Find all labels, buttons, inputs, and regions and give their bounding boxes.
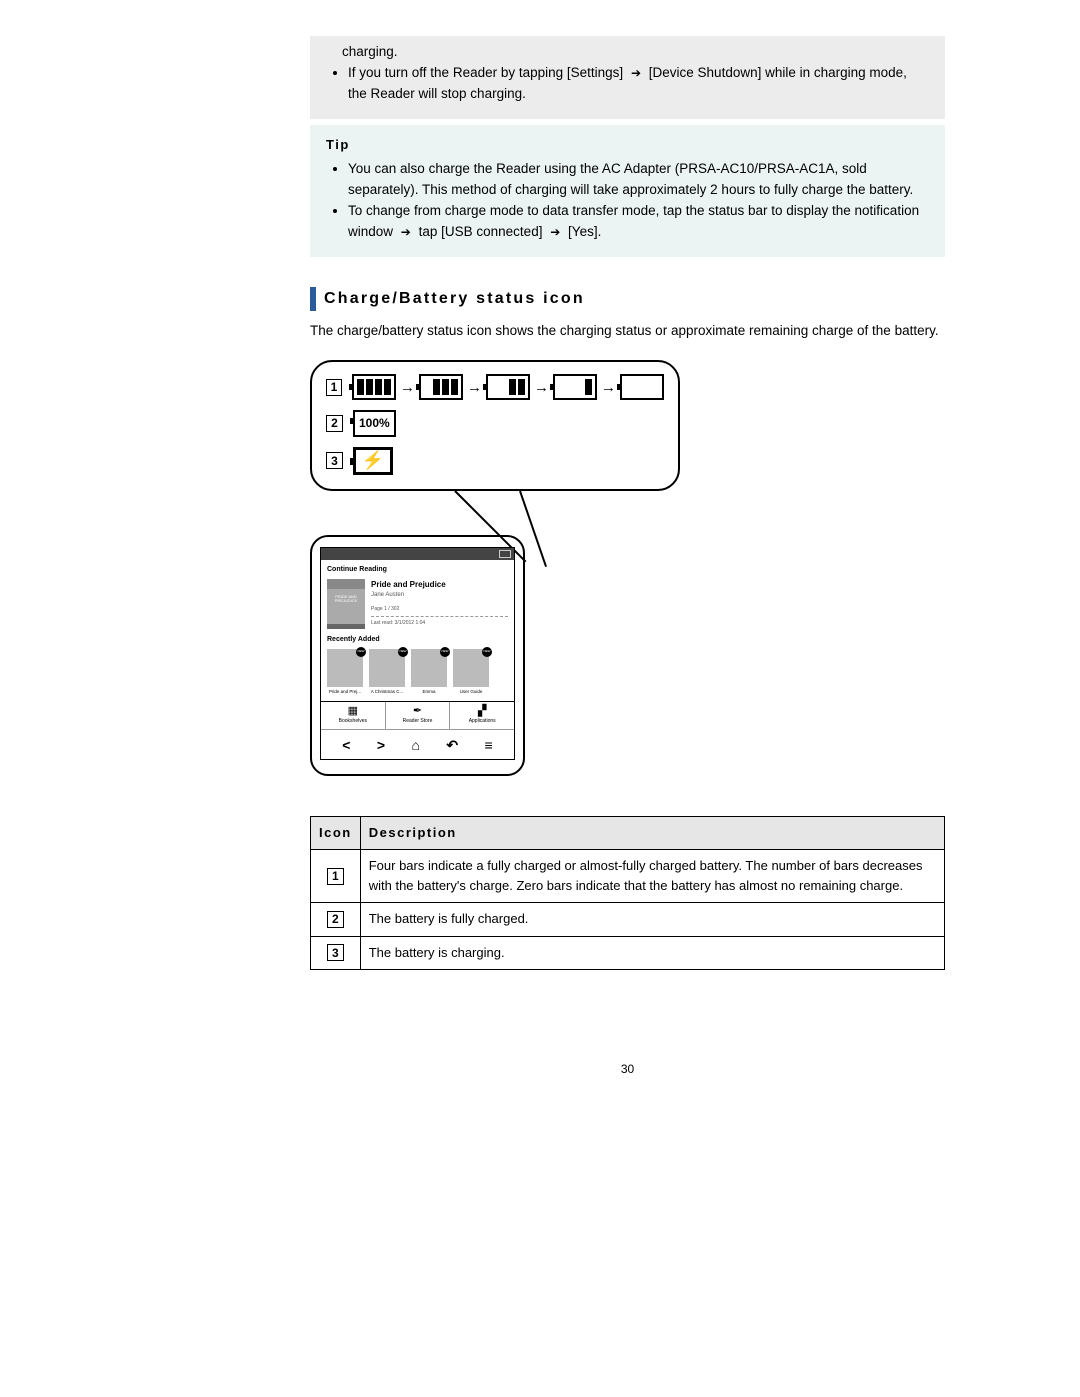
arrow-right-icon: ➔ (627, 66, 645, 80)
tip-title: Tip (326, 135, 929, 155)
battery-100-icon: 100% (353, 410, 396, 437)
recent-thumb: NEWA Christmas C... (369, 649, 405, 696)
device-status-bar (321, 548, 514, 560)
callout-number-3: 3 (326, 452, 343, 469)
table-row: 1 Four bars indicate a fully charged or … (311, 850, 945, 903)
arrow-right-icon: → (467, 376, 482, 399)
callout-number-2: 2 (326, 415, 343, 432)
table-header-description: Description (360, 817, 944, 850)
row-description: The battery is charging. (360, 936, 944, 969)
table-row: 3 The battery is charging. (311, 936, 945, 969)
nav-return-icon: ↶ (446, 735, 458, 757)
page-number: 30 (310, 1060, 945, 1079)
tip-item: You can also charge the Reader using the… (348, 159, 929, 201)
note-bullet: If you turn off the Reader by tapping [S… (348, 63, 929, 105)
recently-added-label: Recently Added (327, 635, 508, 646)
bookshelf-icon: ▦ (321, 706, 385, 717)
callout-bubble: 1 → → → → 2 100% 3 ⚡ (310, 360, 680, 491)
note-text-continued: charging. (342, 42, 929, 63)
recent-thumb: NEWEmma (411, 649, 447, 696)
nav-forward-icon: > (377, 735, 385, 757)
recent-thumb: NEWUser Guide (453, 649, 489, 696)
battery-icon-1bar (553, 374, 597, 400)
tab-reader-store: ✒Reader Store (386, 702, 451, 730)
tip-box: Tip You can also charge the Reader using… (310, 125, 945, 257)
note-box: charging. If you turn off the Reader by … (310, 36, 945, 119)
arrow-right-icon: → (601, 376, 616, 399)
battery-icon-3bars (419, 374, 463, 400)
tip-item: To change from charge mode to data trans… (348, 201, 929, 243)
tab-applications: ▞Applications (450, 702, 514, 730)
battery-icon-4bars (352, 374, 396, 400)
tab-bookshelves: ▦Bookshelves (321, 702, 386, 730)
section-heading: Charge/Battery status icon (310, 287, 945, 312)
book-title: Pride and Prejudice (371, 579, 508, 591)
arrow-right-icon: ➔ (397, 225, 415, 239)
battery-icon-2bars (486, 374, 530, 400)
row-description: Four bars indicate a fully charged or al… (360, 850, 944, 903)
row-description: The battery is fully charged. (360, 903, 944, 936)
arrow-right-icon: ➔ (546, 225, 564, 239)
device-mockup: Continue Reading PRIDE AND PREJUDICE Pri… (310, 535, 525, 776)
recent-thumb: NEWPride and Prej... (327, 649, 363, 696)
row-number-icon: 2 (327, 911, 344, 928)
icon-description-table: Icon Description 1 Four bars indicate a … (310, 816, 945, 970)
pointer-lines (310, 491, 680, 541)
callout-number-1: 1 (326, 379, 342, 396)
arrow-right-icon: → (534, 376, 549, 399)
arrow-right-icon: → (400, 376, 415, 399)
book-last-read: Last read: 3/1/2012 1:04 (371, 620, 508, 628)
continue-reading-label: Continue Reading (327, 565, 508, 576)
figure: 1 → → → → 2 100% 3 ⚡ (310, 360, 945, 776)
battery-charging-icon: ⚡ (353, 447, 393, 475)
row-number-icon: 3 (327, 944, 344, 961)
row-number-icon: 1 (327, 868, 344, 885)
pen-icon: ✒ (386, 706, 450, 717)
book-author: Jane Austen (371, 591, 508, 600)
battery-sequence: → → → → (352, 374, 664, 400)
apps-icon: ▞ (450, 706, 514, 717)
nav-home-icon: ⌂ (411, 735, 419, 757)
table-header-icon: Icon (311, 817, 361, 850)
battery-icon-0bars (620, 374, 664, 400)
table-row: 2 The battery is fully charged. (311, 903, 945, 936)
book-cover: PRIDE AND PREJUDICE (327, 579, 365, 629)
nav-menu-icon: ≡ (485, 735, 493, 757)
book-page: Page 1 / 302 (371, 606, 508, 614)
nav-back-icon: < (342, 735, 350, 757)
section-body: The charge/battery status icon shows the… (310, 321, 945, 342)
